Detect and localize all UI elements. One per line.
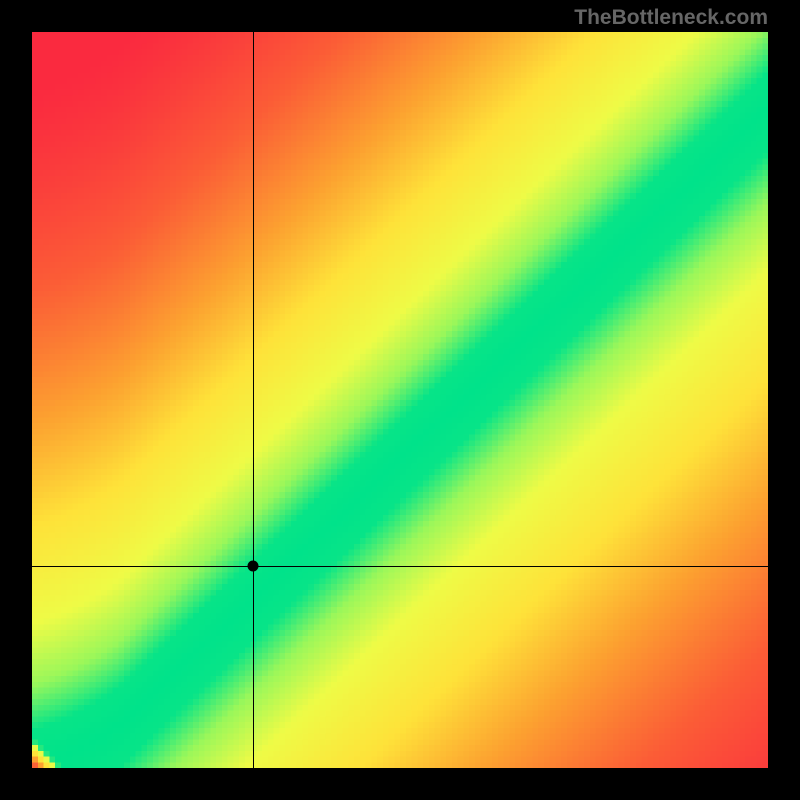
marker-dot	[247, 560, 258, 571]
heatmap-plot-area	[32, 32, 768, 768]
watermark-text: TheBottleneck.com	[574, 6, 768, 30]
crosshair-vertical	[253, 32, 254, 768]
chart-container: TheBottleneck.com	[0, 0, 800, 800]
crosshair-horizontal	[32, 566, 768, 567]
heatmap-canvas	[32, 32, 768, 768]
